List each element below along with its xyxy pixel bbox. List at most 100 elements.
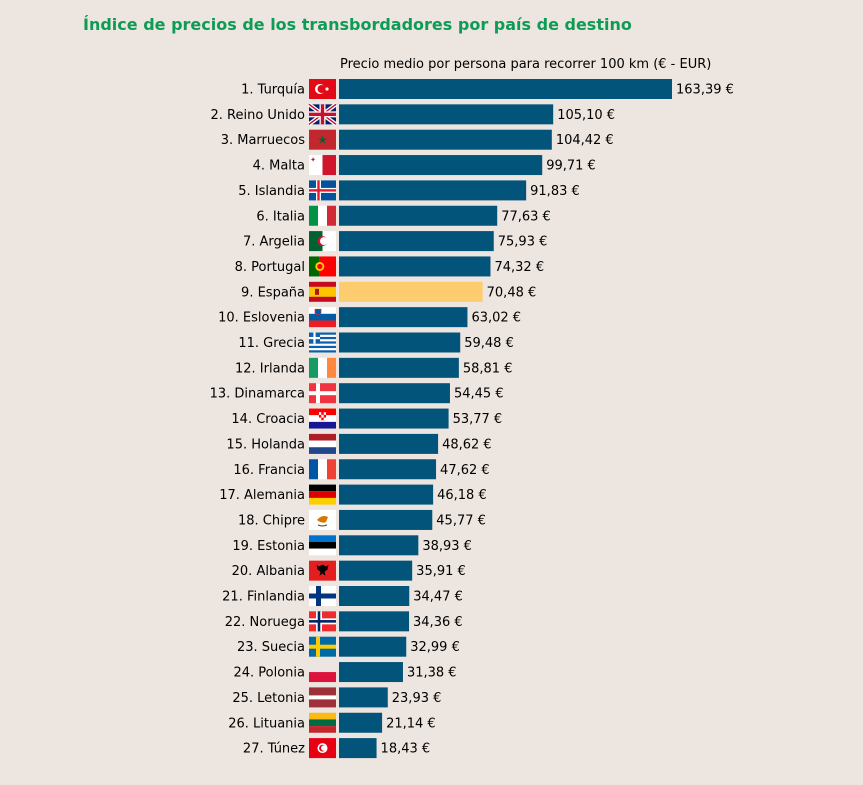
value-label: 23,93 €	[392, 691, 442, 706]
category-label: 10. Eslovenia	[218, 311, 305, 326]
estonia-flag-icon	[309, 535, 336, 556]
category-label: 14. Croacia	[231, 412, 305, 427]
united-kingdom-flag-icon	[307, 102, 338, 126]
category-label: 5. Islandia	[238, 184, 305, 199]
category-label: 11. Grecia	[238, 336, 305, 351]
bar	[339, 155, 543, 176]
value-label: 35,91 €	[416, 564, 466, 579]
netherlands-flag-icon	[309, 433, 336, 454]
category-label: 20. Albania	[232, 564, 305, 579]
value-label: 21,14 €	[386, 716, 436, 731]
category-label: 17. Alemania	[219, 488, 305, 503]
category-label: 15. Holanda	[226, 437, 305, 452]
croatia-flag-icon	[309, 408, 336, 429]
germany-flag-icon	[309, 484, 336, 505]
bar	[339, 256, 491, 277]
category-label: 12. Irlanda	[235, 361, 305, 376]
bar	[339, 307, 468, 328]
category-label: 7. Argelia	[243, 235, 305, 250]
value-label: 45,77 €	[436, 513, 486, 528]
value-label: 74,32 €	[494, 260, 544, 275]
category-label: 24. Polonia	[233, 666, 305, 681]
value-label: 47,62 €	[440, 463, 490, 478]
category-label: 27. Túnez	[243, 742, 305, 757]
bar	[339, 535, 419, 556]
category-label: 3. Marruecos	[221, 133, 306, 148]
category-label: 19. Estonia	[232, 539, 305, 554]
latvia-flag-icon	[309, 687, 336, 708]
bar	[339, 738, 377, 759]
value-label: 38,93 €	[422, 539, 472, 554]
albania-flag-icon	[309, 560, 336, 581]
category-label: 25. Letonia	[232, 691, 305, 706]
bar	[339, 383, 450, 404]
bar	[339, 129, 552, 150]
bar	[339, 281, 483, 302]
bar	[339, 104, 554, 125]
tunisia-flag-icon	[309, 738, 336, 759]
value-label: 32,99 €	[410, 640, 460, 655]
spain-flag-icon	[309, 281, 336, 302]
bar	[339, 433, 439, 454]
value-label: 58,81 €	[463, 361, 513, 376]
category-label: 18. Chipre	[238, 513, 305, 528]
category-label: 9. España	[241, 285, 305, 300]
bar	[339, 484, 434, 505]
ireland-flag-icon	[309, 357, 336, 378]
svg-text:★: ★	[318, 134, 328, 147]
value-label: 18,43 €	[381, 742, 431, 757]
category-label: 8. Portugal	[235, 260, 305, 275]
value-label: 75,93 €	[498, 235, 548, 250]
value-label: 31,38 €	[407, 666, 457, 681]
value-label: 59,48 €	[464, 336, 514, 351]
category-label: 2. Reino Unido	[211, 108, 306, 123]
italy-flag-icon	[309, 205, 336, 226]
value-label: 163,39 €	[676, 83, 734, 98]
chart-title: Índice de precios de los transbordadores…	[83, 15, 632, 34]
value-label: 34,47 €	[413, 590, 463, 605]
value-label: 70,48 €	[487, 285, 537, 300]
value-label: 53,77 €	[453, 412, 503, 427]
category-label: 6. Italia	[256, 209, 305, 224]
chart-subtitle: Precio medio por persona para recorrer 1…	[340, 57, 712, 72]
iceland-flag-icon	[309, 180, 336, 201]
category-label: 23. Suecia	[237, 640, 305, 655]
svg-text:✦: ✦	[310, 156, 316, 164]
bar	[339, 687, 388, 708]
category-label: 1. Turquía	[241, 83, 305, 98]
portugal-flag-icon	[309, 256, 336, 277]
value-label: 105,10 €	[557, 108, 615, 123]
category-label: 26. Lituania	[228, 716, 305, 731]
value-label: 77,63 €	[501, 209, 551, 224]
category-label: 4. Malta	[253, 159, 305, 174]
value-label: 63,02 €	[471, 311, 521, 326]
bar	[339, 636, 407, 657]
lithuania-flag-icon	[309, 712, 336, 733]
category-label: 16. Francia	[233, 463, 305, 478]
slovenia-flag-icon	[309, 307, 336, 328]
bar	[339, 662, 403, 683]
value-label: 99,71 €	[546, 159, 596, 174]
denmark-flag-icon	[309, 383, 336, 404]
bar	[339, 79, 672, 99]
finland-flag-icon	[309, 586, 336, 606]
algeria-flag-icon	[309, 231, 336, 252]
category-label: 13. Dinamarca	[210, 387, 305, 402]
category-label: 22. Noruega	[225, 615, 305, 630]
france-flag-icon	[309, 459, 336, 480]
bar	[339, 712, 383, 733]
sweden-flag-icon	[309, 636, 336, 657]
bar	[339, 586, 410, 606]
bar	[339, 459, 437, 480]
poland-flag-icon	[309, 662, 336, 683]
greece-flag-icon	[309, 332, 336, 353]
bar	[339, 231, 494, 252]
malta-flag-icon: ✦	[309, 155, 336, 176]
bar	[339, 332, 461, 353]
bar	[339, 560, 413, 581]
bar	[339, 611, 410, 632]
bar	[339, 509, 433, 530]
value-label: 48,62 €	[442, 437, 492, 452]
cyprus-flag-icon	[309, 509, 336, 530]
